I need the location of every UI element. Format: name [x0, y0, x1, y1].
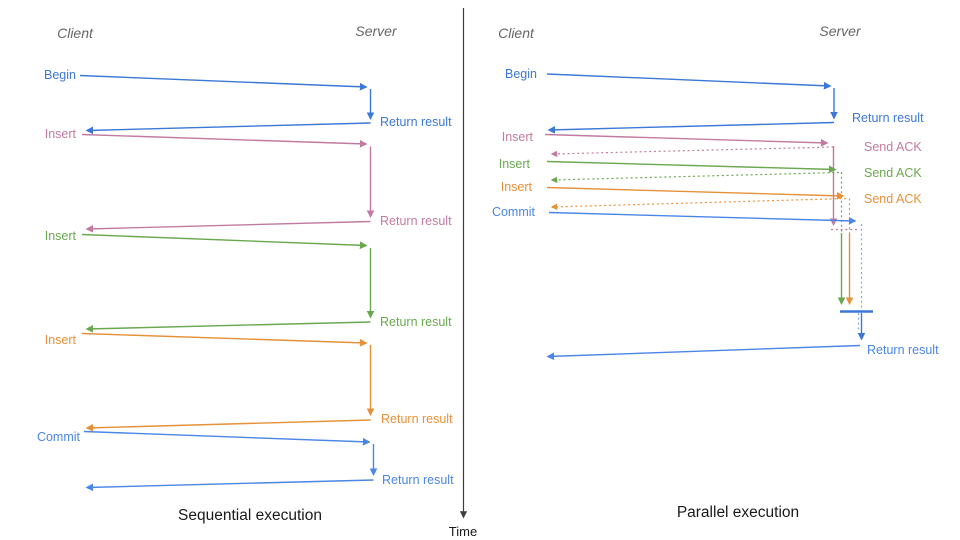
left-panel-caption: Sequential execution [178, 507, 322, 524]
right-client-header: Client [498, 25, 535, 41]
left-op-insert2: Insert Return result [45, 229, 452, 333]
time-axis-label: Time [449, 524, 477, 539]
left-begin-response-label: Return result [380, 115, 452, 129]
right-op-commit: Commit Return result [492, 205, 939, 361]
left-insert2-label: Insert [45, 229, 77, 243]
left-commit-response-label: Return result [382, 473, 454, 487]
right-server-header: Server [819, 23, 862, 39]
left-op-commit: Commit Return result [37, 430, 454, 492]
left-commit-response-arrow [85, 479, 374, 492]
left-insert3-request-arrow [81, 332, 368, 347]
left-insert3-response-arrow [85, 419, 371, 432]
left-insert1-request-arrow [81, 133, 368, 148]
right-insert2-label: Insert [499, 157, 531, 171]
right-begin-label: Begin [505, 67, 537, 81]
right-op-insert1: Insert Send ACK [502, 130, 922, 231]
right-begin-response-label: Return result [852, 111, 924, 125]
left-insert1-response-label: Return result [380, 214, 452, 228]
right-insert1-request-arrow [544, 133, 829, 147]
left-commit-label: Commit [37, 430, 81, 444]
left-insert1-response-arrow [85, 220, 371, 233]
right-insert1-ack-arrow [550, 146, 834, 158]
right-insert3-label: Insert [501, 180, 533, 194]
right-insert1-label: Insert [502, 130, 534, 144]
left-commit-request-arrow [83, 430, 371, 446]
left-op-begin: Begin Return result [44, 68, 452, 135]
left-insert3-response-label: Return result [381, 412, 453, 426]
left-panel: Client Server Begin Return result Insert… [37, 23, 454, 524]
left-begin-label: Begin [44, 68, 76, 82]
right-op-insert2: Insert Send ACK [499, 157, 922, 306]
right-commit-response-arrow [546, 344, 861, 361]
right-begin-request-arrow [546, 73, 832, 90]
left-insert2-response-arrow [85, 321, 371, 333]
right-op-insert3: Insert Send ACK [501, 180, 922, 306]
left-begin-response-arrow [85, 122, 371, 135]
right-commit-request-arrow [548, 211, 857, 225]
left-insert1-label: Insert [45, 127, 77, 141]
right-begin-response-arrow [547, 121, 835, 134]
right-commit-label: Commit [492, 205, 536, 219]
time-axis: Time [449, 8, 477, 539]
right-insert2-request-arrow [546, 160, 837, 174]
right-panel-caption: Parallel execution [677, 504, 799, 521]
left-client-header: Client [57, 25, 94, 41]
left-begin-request-arrow [79, 74, 368, 91]
left-op-insert3: Insert Return result [45, 332, 453, 432]
right-panel: Client Server Begin Return result Insert… [492, 23, 939, 521]
right-insert3-ack-label: Send ACK [864, 192, 922, 206]
left-insert2-response-label: Return result [380, 315, 452, 329]
right-insert2-ack-label: Send ACK [864, 166, 922, 180]
left-insert3-label: Insert [45, 333, 77, 347]
right-insert2-ack-arrow [550, 171, 840, 184]
right-op-begin: Begin Return result [505, 67, 924, 134]
left-server-header: Server [355, 23, 398, 39]
right-insert3-ack-arrow [550, 197, 847, 211]
left-insert2-request-arrow [81, 233, 368, 250]
right-insert3-request-arrow [546, 186, 845, 200]
right-insert1-ack-label: Send ACK [864, 140, 922, 154]
left-op-insert1: Insert Return result [45, 127, 452, 233]
right-commit-response-label: Return result [867, 343, 939, 357]
